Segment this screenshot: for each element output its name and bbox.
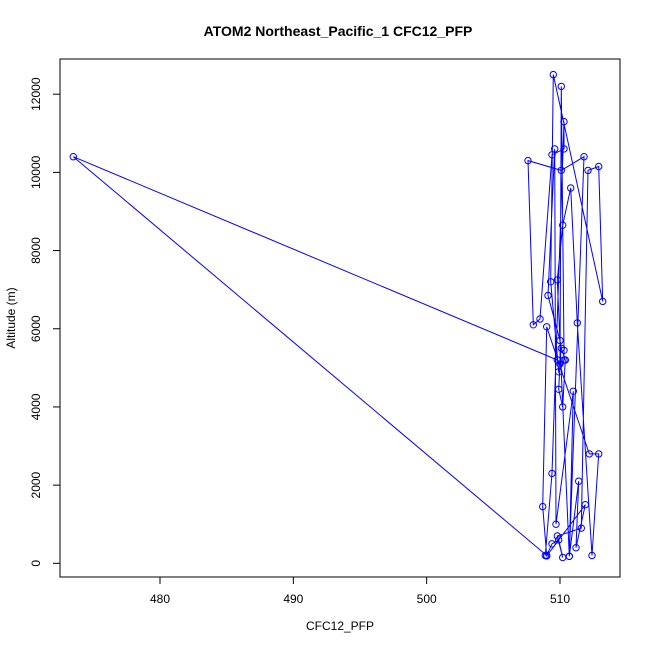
y-tick-label: 8000 [29, 237, 43, 264]
chart-title: ATOM2 Northeast_Pacific_1 CFC12_PFP [204, 23, 473, 39]
data-point [572, 544, 580, 552]
data-point [588, 551, 596, 560]
x-tick-label: 480 [150, 592, 170, 606]
y-tick-label: 12000 [29, 77, 43, 111]
data-point [557, 82, 565, 91]
series-line-layer [72, 74, 604, 558]
data-point [543, 551, 551, 560]
data-point [553, 356, 561, 364]
data-point [69, 153, 78, 161]
data-point [553, 276, 561, 284]
data-point [548, 540, 556, 548]
data-point [580, 153, 588, 161]
data-point [529, 321, 537, 329]
y-tick-label: 4000 [29, 393, 43, 420]
data-point [575, 477, 583, 485]
series-line [72, 74, 604, 558]
x-axis: 480 490 500 510 [150, 577, 570, 606]
data-point [584, 166, 592, 175]
y-tick-label: 2000 [29, 471, 43, 498]
data-point [559, 403, 567, 411]
data-point [555, 536, 563, 544]
data-point [556, 336, 564, 345]
data-point [543, 323, 551, 331]
data-point [552, 520, 560, 528]
data-point [560, 117, 568, 126]
x-tick-label: 490 [283, 592, 303, 606]
x-axis-label: CFC12_PFP [306, 619, 374, 633]
plot-frame [59, 58, 621, 578]
data-point [549, 70, 557, 79]
x-tick-label: 500 [417, 592, 437, 606]
data-point [560, 346, 568, 354]
data-point [548, 469, 556, 478]
data-point [577, 524, 585, 532]
y-tick-label: 0 [29, 560, 43, 567]
y-tick-label: 10000 [29, 155, 43, 189]
data-point [585, 450, 593, 458]
y-axis: 0 2000 4000 6000 8000 10000 12000 [29, 77, 60, 567]
data-point [569, 387, 577, 395]
data-point [555, 385, 563, 393]
data-point [599, 297, 607, 306]
data-point [539, 502, 547, 511]
data-point [581, 501, 589, 509]
data-point [555, 368, 563, 376]
data-point [560, 145, 568, 153]
data-point [573, 319, 581, 327]
y-tick-label: 6000 [29, 315, 43, 342]
data-point [595, 162, 603, 171]
data-point [548, 151, 556, 159]
data-points-layer [69, 70, 607, 562]
data-point [553, 532, 561, 540]
data-point [536, 315, 544, 323]
data-point [559, 553, 567, 562]
data-point [595, 450, 603, 458]
data-point [544, 291, 552, 300]
y-axis-label: Altitude (m) [4, 287, 18, 348]
data-point [524, 156, 532, 165]
data-point [559, 221, 567, 229]
data-point [567, 184, 575, 192]
x-tick-label: 510 [550, 592, 570, 606]
data-point [551, 145, 559, 153]
data-point [547, 278, 555, 286]
data-point [557, 166, 565, 175]
